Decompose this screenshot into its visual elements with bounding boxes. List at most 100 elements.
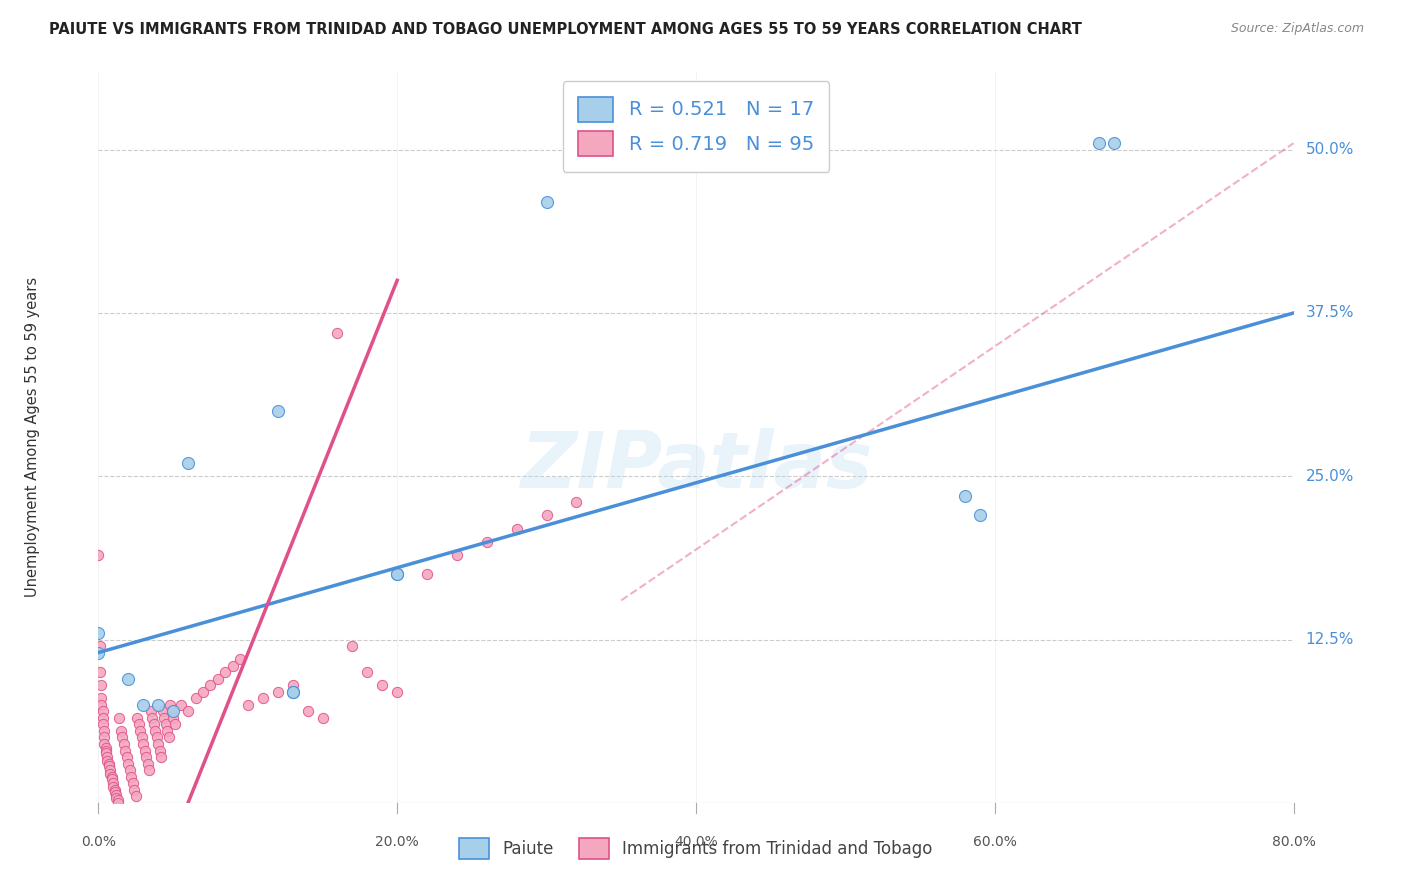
Point — [97, 756, 120, 771]
Point — [111, 731, 134, 745]
Point — [143, 723, 166, 738]
Point — [385, 567, 409, 582]
Point — [96, 750, 118, 764]
Point — [94, 746, 117, 760]
Point — [128, 717, 150, 731]
Point — [131, 731, 153, 745]
Text: 37.5%: 37.5% — [1306, 305, 1354, 320]
Point — [152, 705, 174, 719]
Point — [1088, 136, 1111, 151]
Point — [124, 782, 146, 797]
Point — [141, 711, 163, 725]
Point — [90, 678, 112, 692]
Point — [136, 756, 159, 771]
Point — [416, 567, 439, 582]
Point — [157, 731, 180, 745]
Point — [281, 678, 304, 692]
Point — [311, 711, 333, 725]
Point — [229, 652, 252, 666]
Point — [120, 770, 142, 784]
Point — [356, 665, 378, 680]
Point — [138, 763, 160, 777]
Text: 50.0%: 50.0% — [1306, 142, 1354, 157]
Point — [222, 658, 245, 673]
Point — [94, 743, 117, 757]
Point — [969, 508, 991, 523]
Point — [98, 763, 122, 777]
Point — [114, 743, 136, 757]
Point — [110, 723, 132, 738]
Point — [112, 737, 135, 751]
Point — [107, 793, 129, 807]
Point — [91, 705, 114, 719]
Point — [148, 737, 170, 751]
Point — [101, 770, 124, 784]
Point — [104, 782, 127, 797]
Point — [385, 567, 409, 582]
Point — [115, 750, 138, 764]
Point — [121, 776, 143, 790]
Point — [475, 534, 498, 549]
Text: 40.0%: 40.0% — [673, 836, 718, 849]
Point — [162, 705, 184, 719]
Point — [153, 711, 176, 725]
Point — [134, 743, 156, 757]
Point — [132, 737, 155, 751]
Point — [90, 691, 112, 706]
Point — [297, 705, 319, 719]
Point — [536, 508, 558, 523]
Point — [155, 717, 177, 731]
Point — [90, 698, 112, 712]
Text: 12.5%: 12.5% — [1306, 632, 1354, 647]
Point — [267, 685, 290, 699]
Point — [342, 639, 364, 653]
Point — [236, 698, 259, 712]
Point — [98, 767, 122, 781]
Point — [89, 639, 111, 653]
Point — [103, 780, 125, 794]
Point — [177, 456, 200, 470]
Point — [97, 759, 120, 773]
Point — [200, 678, 222, 692]
Point — [139, 705, 162, 719]
Point — [177, 705, 200, 719]
Point — [145, 731, 167, 745]
Point — [108, 711, 131, 725]
Point — [162, 711, 184, 725]
Text: Unemployment Among Ages 55 to 59 years: Unemployment Among Ages 55 to 59 years — [25, 277, 41, 597]
Point — [156, 723, 179, 738]
Point — [94, 740, 117, 755]
Point — [446, 548, 468, 562]
Point — [191, 685, 214, 699]
Point — [267, 404, 290, 418]
Point — [160, 705, 183, 719]
Text: 0.0%: 0.0% — [82, 836, 115, 849]
Point — [132, 698, 155, 712]
Point — [91, 717, 114, 731]
Point — [159, 698, 181, 712]
Point — [565, 495, 588, 509]
Point — [207, 672, 229, 686]
Point — [1104, 136, 1126, 151]
Point — [281, 685, 304, 699]
Point — [105, 788, 128, 802]
Point — [101, 772, 124, 787]
Point — [93, 731, 115, 745]
Point — [214, 665, 236, 680]
Point — [142, 717, 165, 731]
Text: ZIPatlas: ZIPatlas — [520, 428, 872, 504]
Point — [87, 626, 110, 640]
Point — [93, 723, 115, 738]
Point — [536, 194, 558, 209]
Point — [117, 672, 139, 686]
Point — [385, 685, 409, 699]
Point — [252, 691, 274, 706]
Point — [281, 685, 304, 699]
Point — [184, 691, 207, 706]
Point — [89, 665, 111, 680]
Point — [117, 756, 139, 771]
Point — [96, 754, 118, 768]
Text: 25.0%: 25.0% — [1306, 469, 1354, 483]
Point — [150, 750, 173, 764]
Point — [93, 737, 115, 751]
